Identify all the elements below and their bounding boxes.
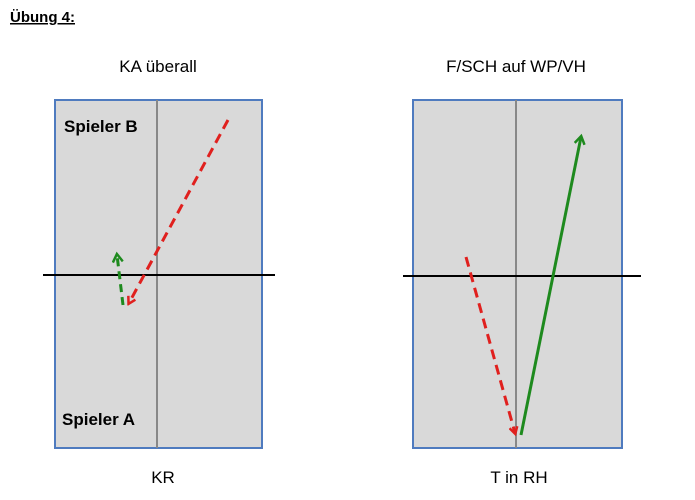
ball-path [519, 137, 581, 436]
player-label: Spieler B [64, 117, 138, 136]
caption: T in RH [490, 468, 547, 487]
table [412, 99, 623, 449]
page-title: Übung 4: [10, 9, 75, 26]
ball-path [464, 256, 515, 433]
ball-path [117, 255, 125, 306]
diagram-title: KA überall [119, 57, 197, 76]
player-label: Spieler A [62, 410, 135, 429]
diagram-title: F/SCH auf WP/VH [446, 57, 586, 76]
ball-path [129, 119, 230, 303]
caption: KR [151, 468, 175, 487]
